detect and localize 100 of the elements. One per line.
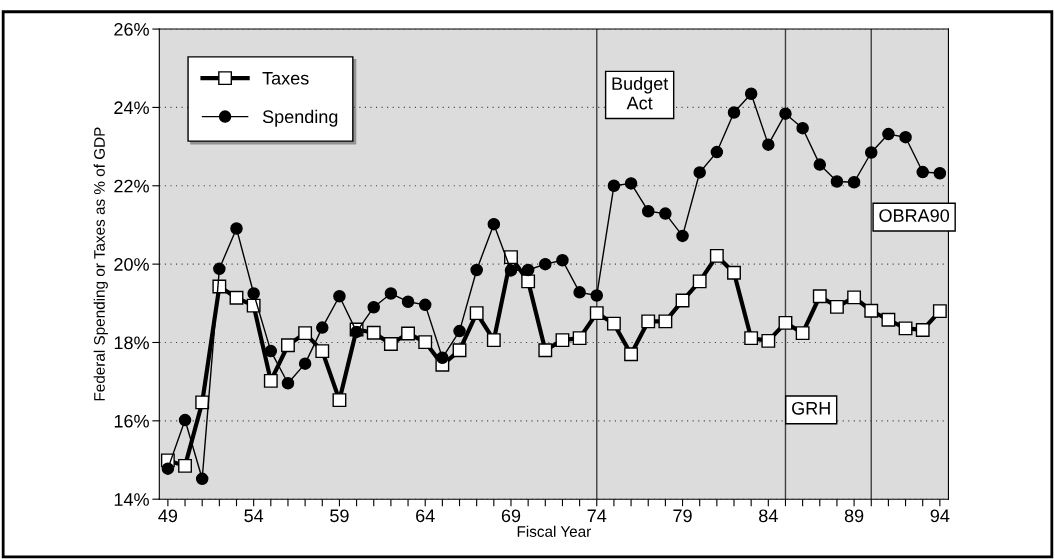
x-tick-label: 59: [330, 509, 349, 523]
point: [178, 413, 192, 427]
point: [658, 314, 673, 329]
point: [916, 165, 929, 179]
y-tick-label: 26%: [114, 23, 149, 36]
point: [230, 222, 243, 235]
point: [486, 333, 501, 348]
point: [229, 290, 244, 305]
legend-label: Taxes: [262, 72, 309, 85]
y-tick-label: 14%: [114, 493, 149, 506]
point: [796, 121, 809, 135]
point: [469, 306, 484, 321]
point: [401, 295, 415, 308]
ref-line-label: Budget Act: [612, 76, 669, 110]
point: [641, 314, 656, 329]
point: [710, 145, 724, 159]
point: [727, 106, 741, 119]
point: [933, 166, 947, 180]
point: [572, 331, 587, 346]
point: [281, 376, 295, 390]
point: [607, 179, 621, 193]
point: [812, 289, 827, 304]
point: [778, 315, 793, 330]
y-tick-label: 22%: [114, 179, 149, 193]
point: [932, 304, 947, 319]
y-axis-title: Federal Spending or Taxes as % of GDP: [93, 127, 108, 401]
point: [178, 458, 192, 473]
ref-line-label: OBRA90: [879, 209, 950, 222]
point: [367, 300, 380, 314]
x-tick-label: 54: [244, 509, 264, 523]
point: [813, 158, 827, 171]
point: [332, 393, 347, 408]
x-tick-label: 49: [158, 509, 178, 523]
point: [606, 316, 621, 331]
point: [452, 343, 467, 358]
point: [641, 204, 655, 218]
point: [247, 287, 260, 300]
point: [744, 331, 759, 346]
point: [675, 293, 690, 308]
point: [847, 290, 862, 305]
point: [401, 326, 416, 341]
x-tick-label: 79: [673, 509, 692, 523]
point: [453, 324, 466, 338]
ref-line-label: GRH: [792, 401, 830, 415]
x-tick-label: 64: [416, 509, 435, 523]
point: [589, 306, 604, 321]
point: [573, 286, 586, 299]
point: [761, 333, 776, 348]
point: [521, 263, 535, 277]
point: [366, 325, 381, 340]
point: [383, 337, 398, 351]
point: [590, 289, 604, 302]
point: [624, 347, 639, 362]
point: [195, 395, 210, 410]
point: [521, 274, 536, 289]
y-tick-label: 20%: [114, 258, 149, 271]
point: [315, 344, 330, 359]
point: [298, 357, 312, 370]
point: [864, 303, 879, 318]
point: [692, 274, 707, 289]
point: [744, 87, 758, 100]
point: [504, 250, 518, 265]
y-tick-label: 24%: [114, 101, 149, 115]
point: [195, 472, 209, 486]
point: [487, 217, 501, 231]
point: [161, 462, 175, 475]
point: [333, 290, 346, 303]
x-tick-label: 74: [587, 509, 607, 522]
x-tick-label: 94: [930, 509, 950, 523]
point: [779, 107, 792, 120]
point: [881, 312, 896, 327]
point: [915, 322, 930, 337]
x-tick-label: 89: [844, 509, 864, 523]
point: [829, 299, 844, 314]
point: [418, 335, 433, 350]
point: [281, 338, 295, 353]
point: [263, 373, 278, 388]
point: [864, 146, 878, 159]
point: [418, 298, 432, 312]
point: [899, 130, 912, 144]
point: [847, 175, 861, 189]
point: [539, 257, 552, 271]
point: [659, 207, 672, 220]
point: [316, 321, 329, 334]
legend-label: Spending: [262, 109, 338, 127]
point: [830, 175, 844, 188]
y-tick-label: 18%: [114, 336, 149, 350]
point: [795, 326, 810, 341]
point: [898, 321, 913, 336]
x-axis-title: Fiscal Year: [517, 525, 591, 537]
x-tick-label: 69: [501, 509, 521, 523]
point: [556, 253, 569, 267]
point: [213, 262, 226, 276]
point: [762, 138, 775, 151]
point: [693, 166, 706, 179]
point: [470, 263, 483, 277]
point: [727, 265, 741, 280]
point: [384, 287, 398, 300]
y-tick-label: 16%: [114, 414, 149, 428]
point: [624, 177, 638, 190]
